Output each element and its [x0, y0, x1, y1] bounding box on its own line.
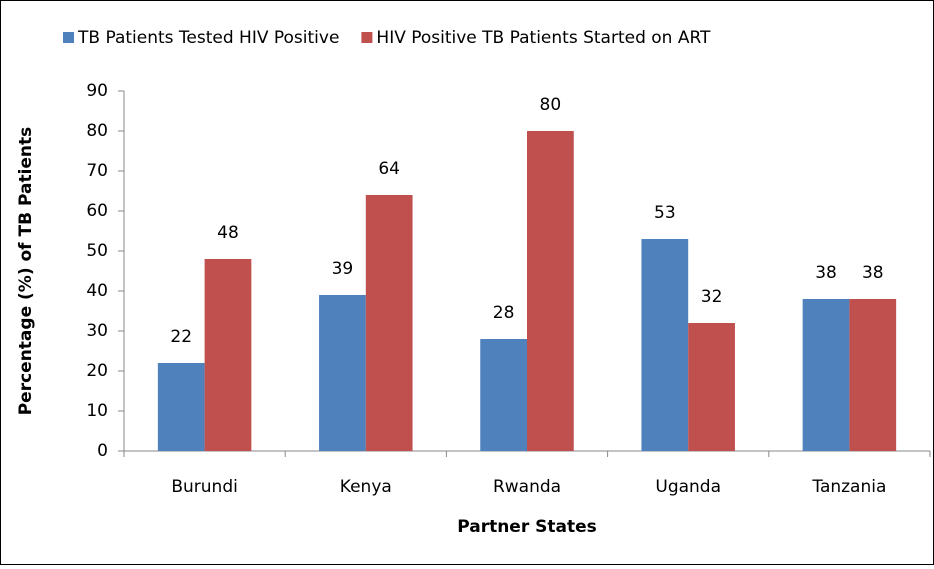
y-axis-label: Percentage (%) of TB Patients [16, 127, 36, 416]
y-tick-label: 0 [97, 441, 108, 461]
bar [527, 131, 574, 451]
y-tick-label: 70 [86, 161, 108, 181]
bar [157, 363, 205, 451]
x-tick-label: Uganda [655, 477, 721, 497]
x-tick-label: Rwanda [493, 477, 561, 497]
data-label: 64 [378, 159, 400, 179]
x-tick-label: Kenya [340, 477, 392, 497]
data-label: 38 [815, 263, 837, 283]
data-label: 53 [654, 203, 676, 223]
data-label: 80 [540, 95, 562, 115]
bar [688, 323, 735, 451]
y-tick-label: 10 [86, 401, 108, 421]
y-tick-label: 20 [86, 361, 108, 381]
y-tick-label: 80 [86, 121, 108, 141]
y-tick-label: 40 [86, 281, 108, 301]
x-axis-label: Partner States [457, 517, 597, 537]
data-label: 39 [332, 259, 354, 279]
y-tick-label: 50 [86, 241, 108, 261]
legend-swatch [63, 32, 74, 43]
bar [480, 339, 527, 451]
legend-label: HIV Positive TB Patients Started on ART [376, 28, 711, 48]
bar [802, 299, 850, 451]
legend-label: TB Patients Tested HIV Positive [77, 28, 339, 48]
bar [641, 239, 689, 451]
bar [849, 299, 897, 451]
y-tick-label: 60 [86, 201, 108, 221]
legend-swatch [361, 32, 373, 43]
data-label: 32 [701, 287, 723, 307]
data-label: 28 [493, 303, 515, 323]
x-tick-label: Tanzania [811, 477, 886, 497]
bar [319, 295, 366, 451]
data-label: 38 [862, 263, 884, 283]
data-label: 48 [217, 223, 239, 243]
y-tick-label: 90 [86, 81, 108, 101]
bar [365, 195, 413, 451]
bar [204, 259, 252, 451]
x-tick-label: Burundi [171, 477, 238, 497]
y-tick-label: 30 [86, 321, 108, 341]
data-label: 22 [170, 327, 192, 347]
